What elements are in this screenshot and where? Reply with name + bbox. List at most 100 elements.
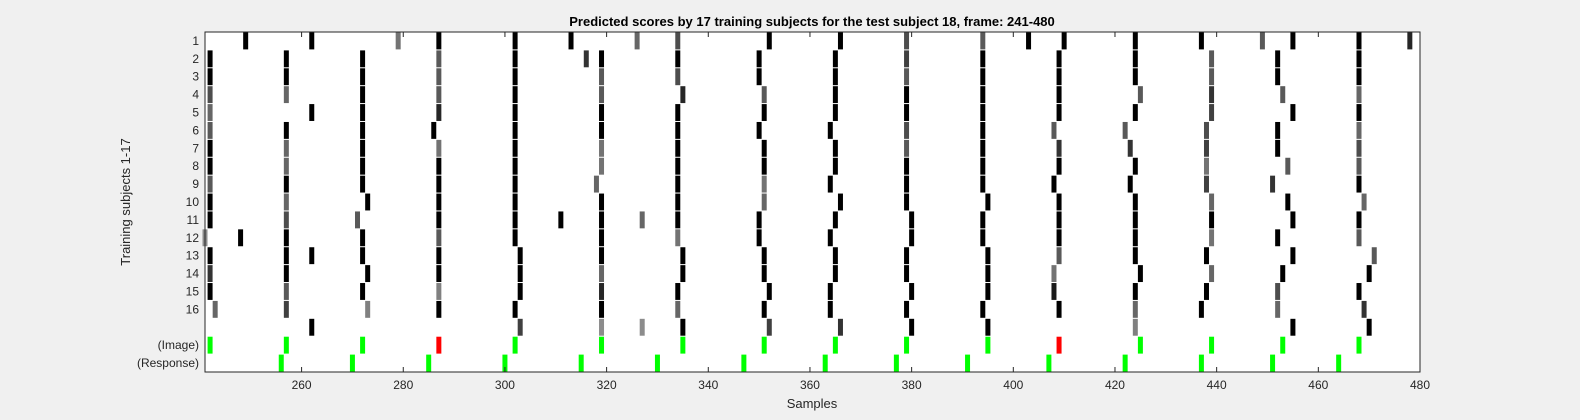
- score-mark: [837, 193, 843, 211]
- score-mark: [680, 86, 686, 104]
- y-tick-label: 11: [187, 213, 200, 227]
- score-mark: [1270, 175, 1276, 193]
- response-mark: [822, 354, 828, 372]
- image-mark: [985, 336, 991, 354]
- score-mark: [283, 211, 289, 229]
- score-mark: [436, 139, 442, 157]
- score-mark: [1356, 229, 1362, 247]
- score-mark: [283, 247, 289, 265]
- score-mark: [1203, 175, 1209, 193]
- image-mark: [832, 336, 838, 354]
- y-tick-label: 4: [192, 88, 199, 102]
- score-mark: [360, 50, 366, 68]
- score-mark: [283, 265, 289, 283]
- score-mark: [360, 68, 366, 86]
- y-tick-labels: (Response) (Image) 16 15 14 13 12 11 10 9 8 7 6 5 4 3 2 1: [137, 34, 199, 370]
- score-mark: [1137, 265, 1143, 283]
- score-mark: [1275, 139, 1281, 157]
- score-mark: [1290, 318, 1296, 336]
- score-mark: [980, 300, 986, 318]
- y-axis-label: Training subjects 1-17: [118, 138, 133, 265]
- score-mark: [599, 265, 605, 283]
- score-mark: [207, 68, 213, 86]
- response-mark: [965, 354, 971, 372]
- score-mark: [1290, 104, 1296, 121]
- score-mark: [309, 247, 315, 265]
- response-mark: [502, 354, 508, 372]
- score-mark: [1290, 32, 1296, 50]
- x-tick-label: 320: [597, 378, 617, 392]
- score-mark: [599, 50, 605, 68]
- score-mark: [1122, 121, 1128, 139]
- score-mark: [980, 229, 986, 247]
- score-mark: [1356, 121, 1362, 139]
- score-mark: [1056, 139, 1062, 157]
- y-tick-label: 12: [186, 231, 200, 245]
- score-mark: [766, 318, 772, 336]
- score-mark: [599, 283, 605, 300]
- score-mark: [756, 121, 762, 139]
- score-mark: [1127, 139, 1133, 157]
- y-tick-label: 2: [192, 52, 199, 66]
- response-mark: [1046, 354, 1052, 372]
- score-mark: [512, 32, 518, 50]
- score-mark: [431, 121, 437, 139]
- score-mark: [512, 193, 518, 211]
- image-mark: [680, 336, 686, 354]
- score-mark: [207, 193, 213, 211]
- score-mark: [985, 247, 991, 265]
- score-mark: [207, 211, 213, 229]
- response-mark: [893, 354, 899, 372]
- x-tick-label: 460: [1308, 378, 1328, 392]
- score-mark: [837, 32, 843, 50]
- score-mark: [360, 121, 366, 139]
- y-tick-label: (Image): [158, 338, 199, 352]
- score-mark: [904, 50, 910, 68]
- score-mark: [207, 175, 213, 193]
- score-mark: [827, 229, 833, 247]
- score-mark: [309, 32, 315, 50]
- chart-title: Predicted scores by 17 training subjects…: [569, 14, 1055, 29]
- score-mark: [512, 121, 518, 139]
- score-mark: [1132, 104, 1138, 121]
- image-mark: [1356, 336, 1362, 354]
- score-mark: [207, 157, 213, 175]
- image-mark: [761, 336, 767, 354]
- score-mark: [909, 283, 915, 300]
- x-tick-label: 300: [495, 378, 515, 392]
- score-mark: [1056, 211, 1062, 229]
- score-mark: [761, 175, 767, 193]
- score-mark: [1209, 50, 1215, 68]
- score-mark: [436, 265, 442, 283]
- score-mark: [832, 211, 838, 229]
- response-mark: [1198, 354, 1204, 372]
- heatmap-marks: [202, 32, 1413, 372]
- response-mark: [349, 354, 355, 372]
- score-mark: [283, 68, 289, 86]
- score-mark: [1061, 32, 1067, 50]
- score-mark: [904, 32, 910, 50]
- score-mark: [827, 175, 833, 193]
- x-tick-label: 480: [1410, 378, 1430, 392]
- score-mark: [365, 300, 371, 318]
- score-mark: [909, 229, 915, 247]
- score-mark: [1285, 157, 1291, 175]
- y-tick-label: (Response): [137, 356, 199, 370]
- score-mark: [904, 175, 910, 193]
- score-mark: [980, 157, 986, 175]
- score-mark: [675, 175, 681, 193]
- score-mark: [904, 104, 910, 121]
- score-mark: [283, 229, 289, 247]
- score-mark: [1366, 318, 1372, 336]
- y-tick-label: 7: [192, 141, 199, 155]
- score-mark: [1056, 104, 1062, 121]
- score-mark: [766, 32, 772, 50]
- score-mark: [1356, 211, 1362, 229]
- score-mark: [675, 211, 681, 229]
- score-mark: [1356, 139, 1362, 157]
- y-tick-label: 16: [186, 302, 200, 316]
- score-mark: [761, 265, 767, 283]
- score-mark: [832, 68, 838, 86]
- score-mark: [1051, 121, 1057, 139]
- score-mark: [283, 50, 289, 68]
